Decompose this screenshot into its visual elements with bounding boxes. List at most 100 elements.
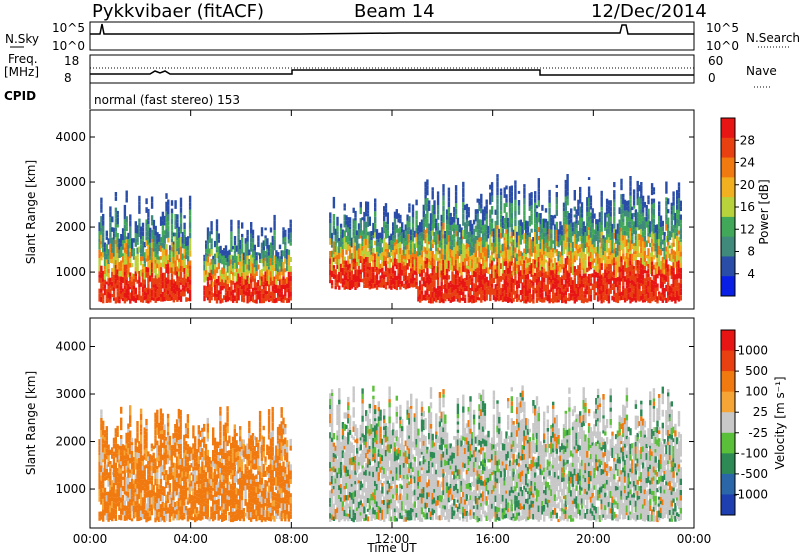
data-cell xyxy=(636,217,639,221)
data-cell xyxy=(570,297,573,301)
data-cell xyxy=(123,485,126,492)
data-cell xyxy=(550,217,553,223)
data-cell xyxy=(629,265,632,272)
data-cell xyxy=(510,191,513,197)
data-cell xyxy=(481,220,485,226)
data-cell xyxy=(557,289,560,295)
data-cell xyxy=(401,280,404,287)
data-cell xyxy=(397,258,400,263)
data-cell xyxy=(112,287,116,292)
data-cell xyxy=(428,223,431,231)
data-cell xyxy=(640,295,643,301)
data-cell xyxy=(517,225,521,231)
data-cell xyxy=(586,290,589,295)
data-cell xyxy=(489,263,492,270)
data-cell xyxy=(116,468,119,472)
data-cell xyxy=(609,200,612,207)
data-cell xyxy=(656,300,659,304)
data-cell xyxy=(650,198,654,202)
data-cell xyxy=(359,235,362,239)
data-cell xyxy=(127,262,130,269)
data-cell xyxy=(424,181,427,188)
data-cell xyxy=(161,272,165,278)
data-cell xyxy=(118,254,121,258)
data-cell xyxy=(271,300,274,303)
data-cell xyxy=(650,213,654,220)
data-cell xyxy=(217,256,220,260)
data-cell xyxy=(428,248,431,253)
data-cell xyxy=(203,295,206,302)
data-cell xyxy=(372,252,375,257)
y-tick-label: 1000 xyxy=(55,265,86,279)
data-cell xyxy=(273,290,276,293)
data-cell xyxy=(185,254,188,260)
data-cell xyxy=(462,292,465,297)
data-cell xyxy=(444,268,447,276)
data-cell xyxy=(354,252,357,259)
data-cell xyxy=(676,286,679,291)
data-cell xyxy=(370,240,373,246)
data-cell xyxy=(338,285,341,290)
data-cell xyxy=(388,245,391,250)
data-cell xyxy=(492,242,496,247)
data-cell xyxy=(260,253,264,259)
data-cell xyxy=(631,213,634,220)
data-cell xyxy=(641,216,645,221)
data-cell xyxy=(114,453,117,458)
data-cell xyxy=(618,288,621,293)
data-cell xyxy=(591,223,594,228)
data-cell xyxy=(105,435,108,441)
data-cell xyxy=(185,251,188,254)
data-cell xyxy=(343,256,346,261)
data-cell xyxy=(214,269,217,276)
data-cell xyxy=(650,243,654,247)
data-cell xyxy=(490,223,494,229)
data-cell xyxy=(627,287,630,294)
data-cell xyxy=(187,273,190,277)
data-cell xyxy=(408,239,411,243)
data-cell xyxy=(109,217,112,223)
data-cell xyxy=(348,253,352,260)
data-cell xyxy=(408,263,411,267)
data-cell xyxy=(100,511,103,517)
data-cell xyxy=(507,232,510,239)
data-cell xyxy=(449,299,452,303)
data-cell xyxy=(508,279,512,284)
data-cell xyxy=(489,244,492,251)
data-cell xyxy=(150,287,154,290)
data-cell xyxy=(614,261,618,265)
data-cell xyxy=(483,206,487,213)
data-cell xyxy=(463,245,467,252)
data-cell xyxy=(158,291,161,297)
data-cell xyxy=(528,232,531,237)
data-cell xyxy=(255,260,258,265)
data-cell xyxy=(557,280,560,284)
nave-trace xyxy=(90,69,694,76)
data-cell xyxy=(183,234,186,239)
data-cell xyxy=(183,258,186,262)
data-cell xyxy=(472,262,476,268)
data-cell xyxy=(262,284,265,290)
data-cell xyxy=(435,275,438,280)
data-cell xyxy=(530,297,533,302)
data-cell xyxy=(537,244,540,250)
data-cell xyxy=(465,257,469,262)
data-cell xyxy=(368,276,371,281)
data-cell xyxy=(386,254,389,258)
data-cell xyxy=(469,242,472,249)
data-cell xyxy=(116,425,119,432)
data-cell xyxy=(436,270,440,274)
data-cell xyxy=(241,243,244,250)
data-cell xyxy=(415,215,418,220)
data-cell xyxy=(223,268,226,275)
data-cell xyxy=(123,455,126,460)
data-cell xyxy=(205,270,208,275)
data-cell xyxy=(116,476,119,483)
data-cell xyxy=(141,227,145,232)
data-cell xyxy=(679,233,682,240)
data-cell xyxy=(253,278,256,284)
data-cell xyxy=(114,240,118,244)
data-cell xyxy=(118,493,121,497)
data-cell xyxy=(598,294,602,301)
data-cell xyxy=(98,278,101,283)
